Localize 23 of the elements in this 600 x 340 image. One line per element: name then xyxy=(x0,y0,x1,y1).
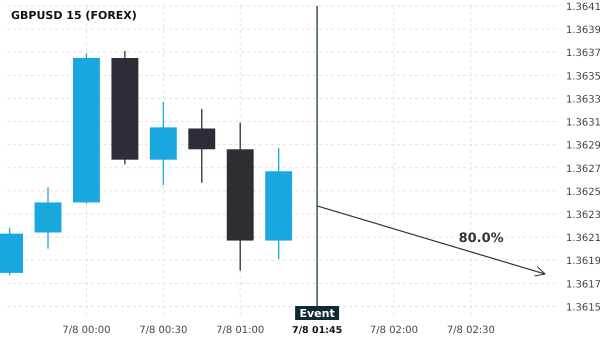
y-tick-label: 1.3627 xyxy=(566,164,600,175)
annotation: 80.0% xyxy=(458,231,504,246)
y-tick-label: 1.3615 xyxy=(566,302,600,314)
y-tick-label: 1.3619 xyxy=(566,256,600,268)
y-tick-label: 1.3633 xyxy=(566,94,600,106)
x-tick-label: 7/8 00:00 xyxy=(62,325,110,336)
y-tick-label: 1.3631 xyxy=(566,118,600,129)
x-tick-label: 7/8 01:00 xyxy=(216,325,264,336)
y-tick-label: 1.3621 xyxy=(566,233,600,244)
x-tick-label: 7/8 02:00 xyxy=(370,325,418,336)
x-tick-label: 7/8 02:30 xyxy=(446,325,495,336)
y-tick-label: 1.3639 xyxy=(566,25,600,36)
x-tick-label: 7/8 01:45 xyxy=(292,325,342,336)
chart-title: GBPUSD 15 (FOREX) xyxy=(11,9,137,22)
y-tick-label: 1.3617 xyxy=(566,279,600,290)
y-tick-label: 1.3641 xyxy=(566,2,600,13)
y-tick-label: 1.3623 xyxy=(566,210,600,221)
y-tick-label: 1.3625 xyxy=(566,186,600,198)
ref-line-label: Event xyxy=(299,307,335,320)
y-tick-label: 1.3629 xyxy=(566,140,600,152)
y-tick-label: 1.3635 xyxy=(566,71,600,82)
y-tick-label: 1.3637 xyxy=(566,48,600,60)
x-tick-label: 7/8 00:30 xyxy=(139,325,188,336)
